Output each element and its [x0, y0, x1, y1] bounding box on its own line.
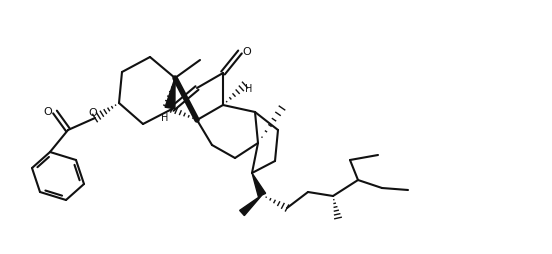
Text: O: O: [89, 108, 97, 118]
Polygon shape: [240, 195, 262, 216]
Text: H: H: [161, 113, 169, 123]
Text: O: O: [243, 47, 251, 57]
Polygon shape: [165, 78, 175, 109]
Text: H: H: [245, 84, 253, 94]
Polygon shape: [252, 173, 266, 197]
Text: O: O: [44, 107, 52, 117]
